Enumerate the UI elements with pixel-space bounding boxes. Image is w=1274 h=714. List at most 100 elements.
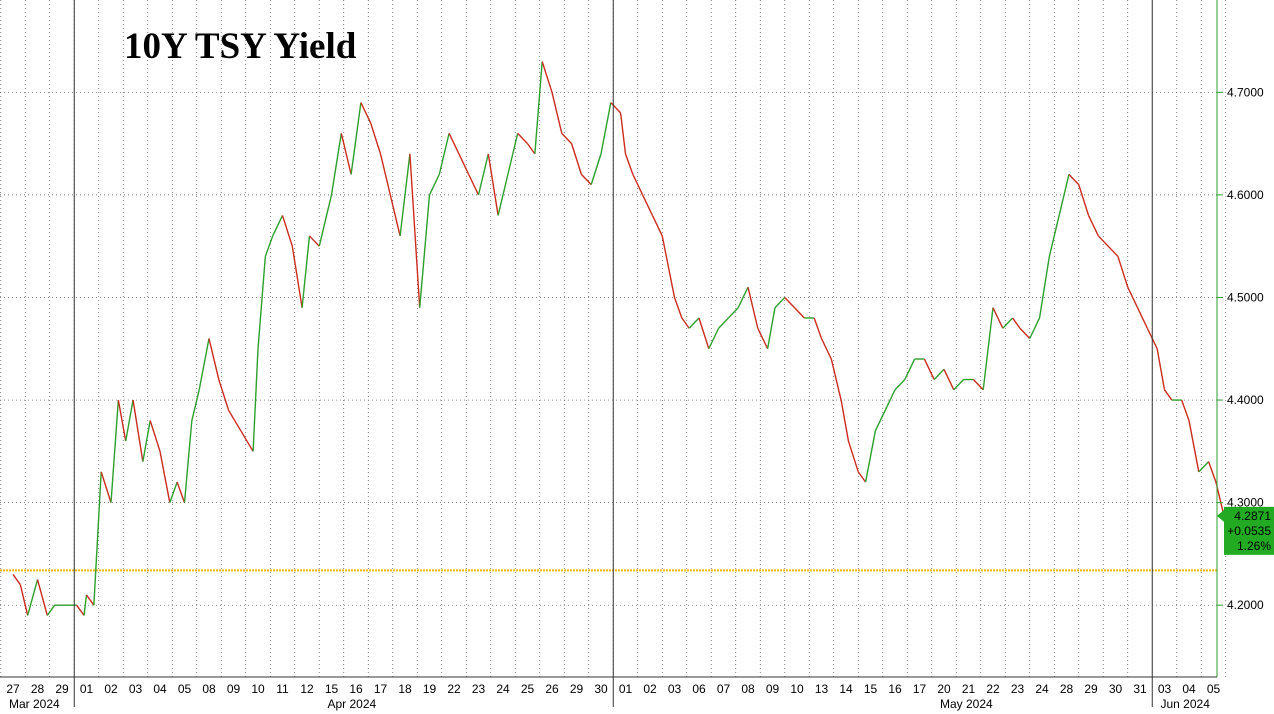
x-tick-label: 03	[1158, 682, 1172, 696]
series-segment	[857, 471, 867, 483]
series-segment	[661, 235, 676, 298]
month-label: Apr 2024	[328, 697, 377, 711]
series-segment	[149, 420, 161, 452]
series-segment	[272, 215, 284, 237]
series-segment	[360, 102, 372, 124]
x-tick-label: 01	[80, 682, 94, 696]
series-segment	[688, 317, 700, 329]
series-segment	[1019, 327, 1031, 339]
series-segment	[1002, 317, 1014, 329]
series-segment	[330, 133, 342, 196]
x-tick-label: 31	[1133, 682, 1147, 696]
series-segment	[240, 430, 254, 452]
series-segment	[183, 420, 193, 503]
series-segment	[943, 368, 955, 391]
series-segment	[477, 153, 489, 196]
x-tick-label: 27	[6, 682, 20, 696]
series-segment	[110, 399, 120, 503]
series-segment	[526, 143, 536, 155]
series-segment	[85, 594, 95, 606]
series-segment	[972, 379, 984, 391]
series-segment	[590, 153, 602, 185]
series-segment	[419, 194, 431, 308]
series-segment	[448, 133, 460, 155]
series-segment	[46, 604, 56, 616]
series-segment	[718, 317, 729, 329]
series-segment	[953, 379, 965, 391]
x-tick-label: 17	[374, 682, 388, 696]
series-segment	[1207, 461, 1217, 483]
x-tick-label: 15	[864, 682, 878, 696]
series-segment	[438, 133, 450, 175]
series-segment	[847, 440, 859, 473]
series-segment	[257, 256, 267, 349]
series-segment	[227, 409, 242, 432]
series-segment	[76, 604, 85, 616]
series-segment	[198, 338, 210, 390]
series-segment	[264, 235, 274, 257]
series-segment	[1048, 215, 1060, 257]
series-segment	[379, 153, 391, 196]
series-segment	[1163, 389, 1173, 401]
series-segment	[218, 379, 230, 411]
series-segment	[517, 132, 529, 145]
series-segment	[1038, 256, 1051, 319]
x-tick-label: 11	[276, 682, 289, 696]
series-segment	[933, 368, 945, 381]
x-tick-label: 14	[839, 682, 853, 696]
last-value-tag-line-1: +0.0535	[1227, 524, 1271, 538]
series-segment	[1156, 348, 1166, 390]
series-segment	[281, 215, 293, 247]
series-segment	[125, 399, 134, 442]
series-segment	[159, 451, 171, 503]
x-tick-label: 10	[790, 682, 804, 696]
series-segment	[570, 143, 583, 175]
series-segment	[651, 215, 663, 237]
last-value-tag-pointer	[1217, 509, 1224, 522]
series-segment	[370, 122, 382, 155]
x-tick-label: 05	[178, 682, 192, 696]
x-tick-label: 25	[521, 682, 535, 696]
series-segment	[1029, 317, 1041, 339]
series-segment	[318, 194, 333, 247]
series-segment	[727, 307, 739, 319]
series-segment	[27, 579, 39, 616]
series-segment	[551, 92, 563, 134]
series-segment	[19, 584, 29, 616]
x-tick-label: 02	[104, 682, 118, 696]
series-segment	[894, 379, 906, 391]
series-segment	[541, 61, 553, 93]
y-tick-label: 4.4000	[1227, 393, 1264, 407]
x-tick-label: 21	[962, 682, 976, 696]
x-tick-label: 30	[1109, 682, 1123, 696]
series-segment	[487, 153, 499, 216]
series-segment	[624, 153, 634, 175]
series-segment	[561, 132, 573, 145]
series-segment	[1198, 461, 1210, 473]
y-tick-label: 4.5000	[1227, 290, 1264, 304]
x-tick-label: 29	[1084, 682, 1098, 696]
series-segment	[813, 317, 823, 339]
y-tick-label: 4.2000	[1227, 598, 1264, 612]
series-segment	[301, 235, 311, 308]
series-segment	[673, 297, 683, 319]
month-label: Jun 2024	[1161, 697, 1211, 711]
series-segment	[874, 410, 886, 432]
series-segment	[774, 296, 786, 309]
series-segment	[1012, 317, 1021, 329]
series-segment	[757, 327, 769, 350]
series-segment	[83, 594, 88, 616]
x-tick-label: 22	[986, 682, 1000, 696]
y-tick-label: 4.3000	[1227, 496, 1264, 510]
month-label: May 2024	[940, 697, 993, 711]
x-tick-label: 03	[129, 682, 143, 696]
series-segment	[884, 389, 896, 411]
series-segment	[784, 296, 796, 309]
series-segment	[766, 307, 776, 349]
x-tick-label: 10	[251, 682, 265, 696]
x-tick-label: 09	[766, 682, 780, 696]
grid-layer	[0, 0, 1227, 677]
